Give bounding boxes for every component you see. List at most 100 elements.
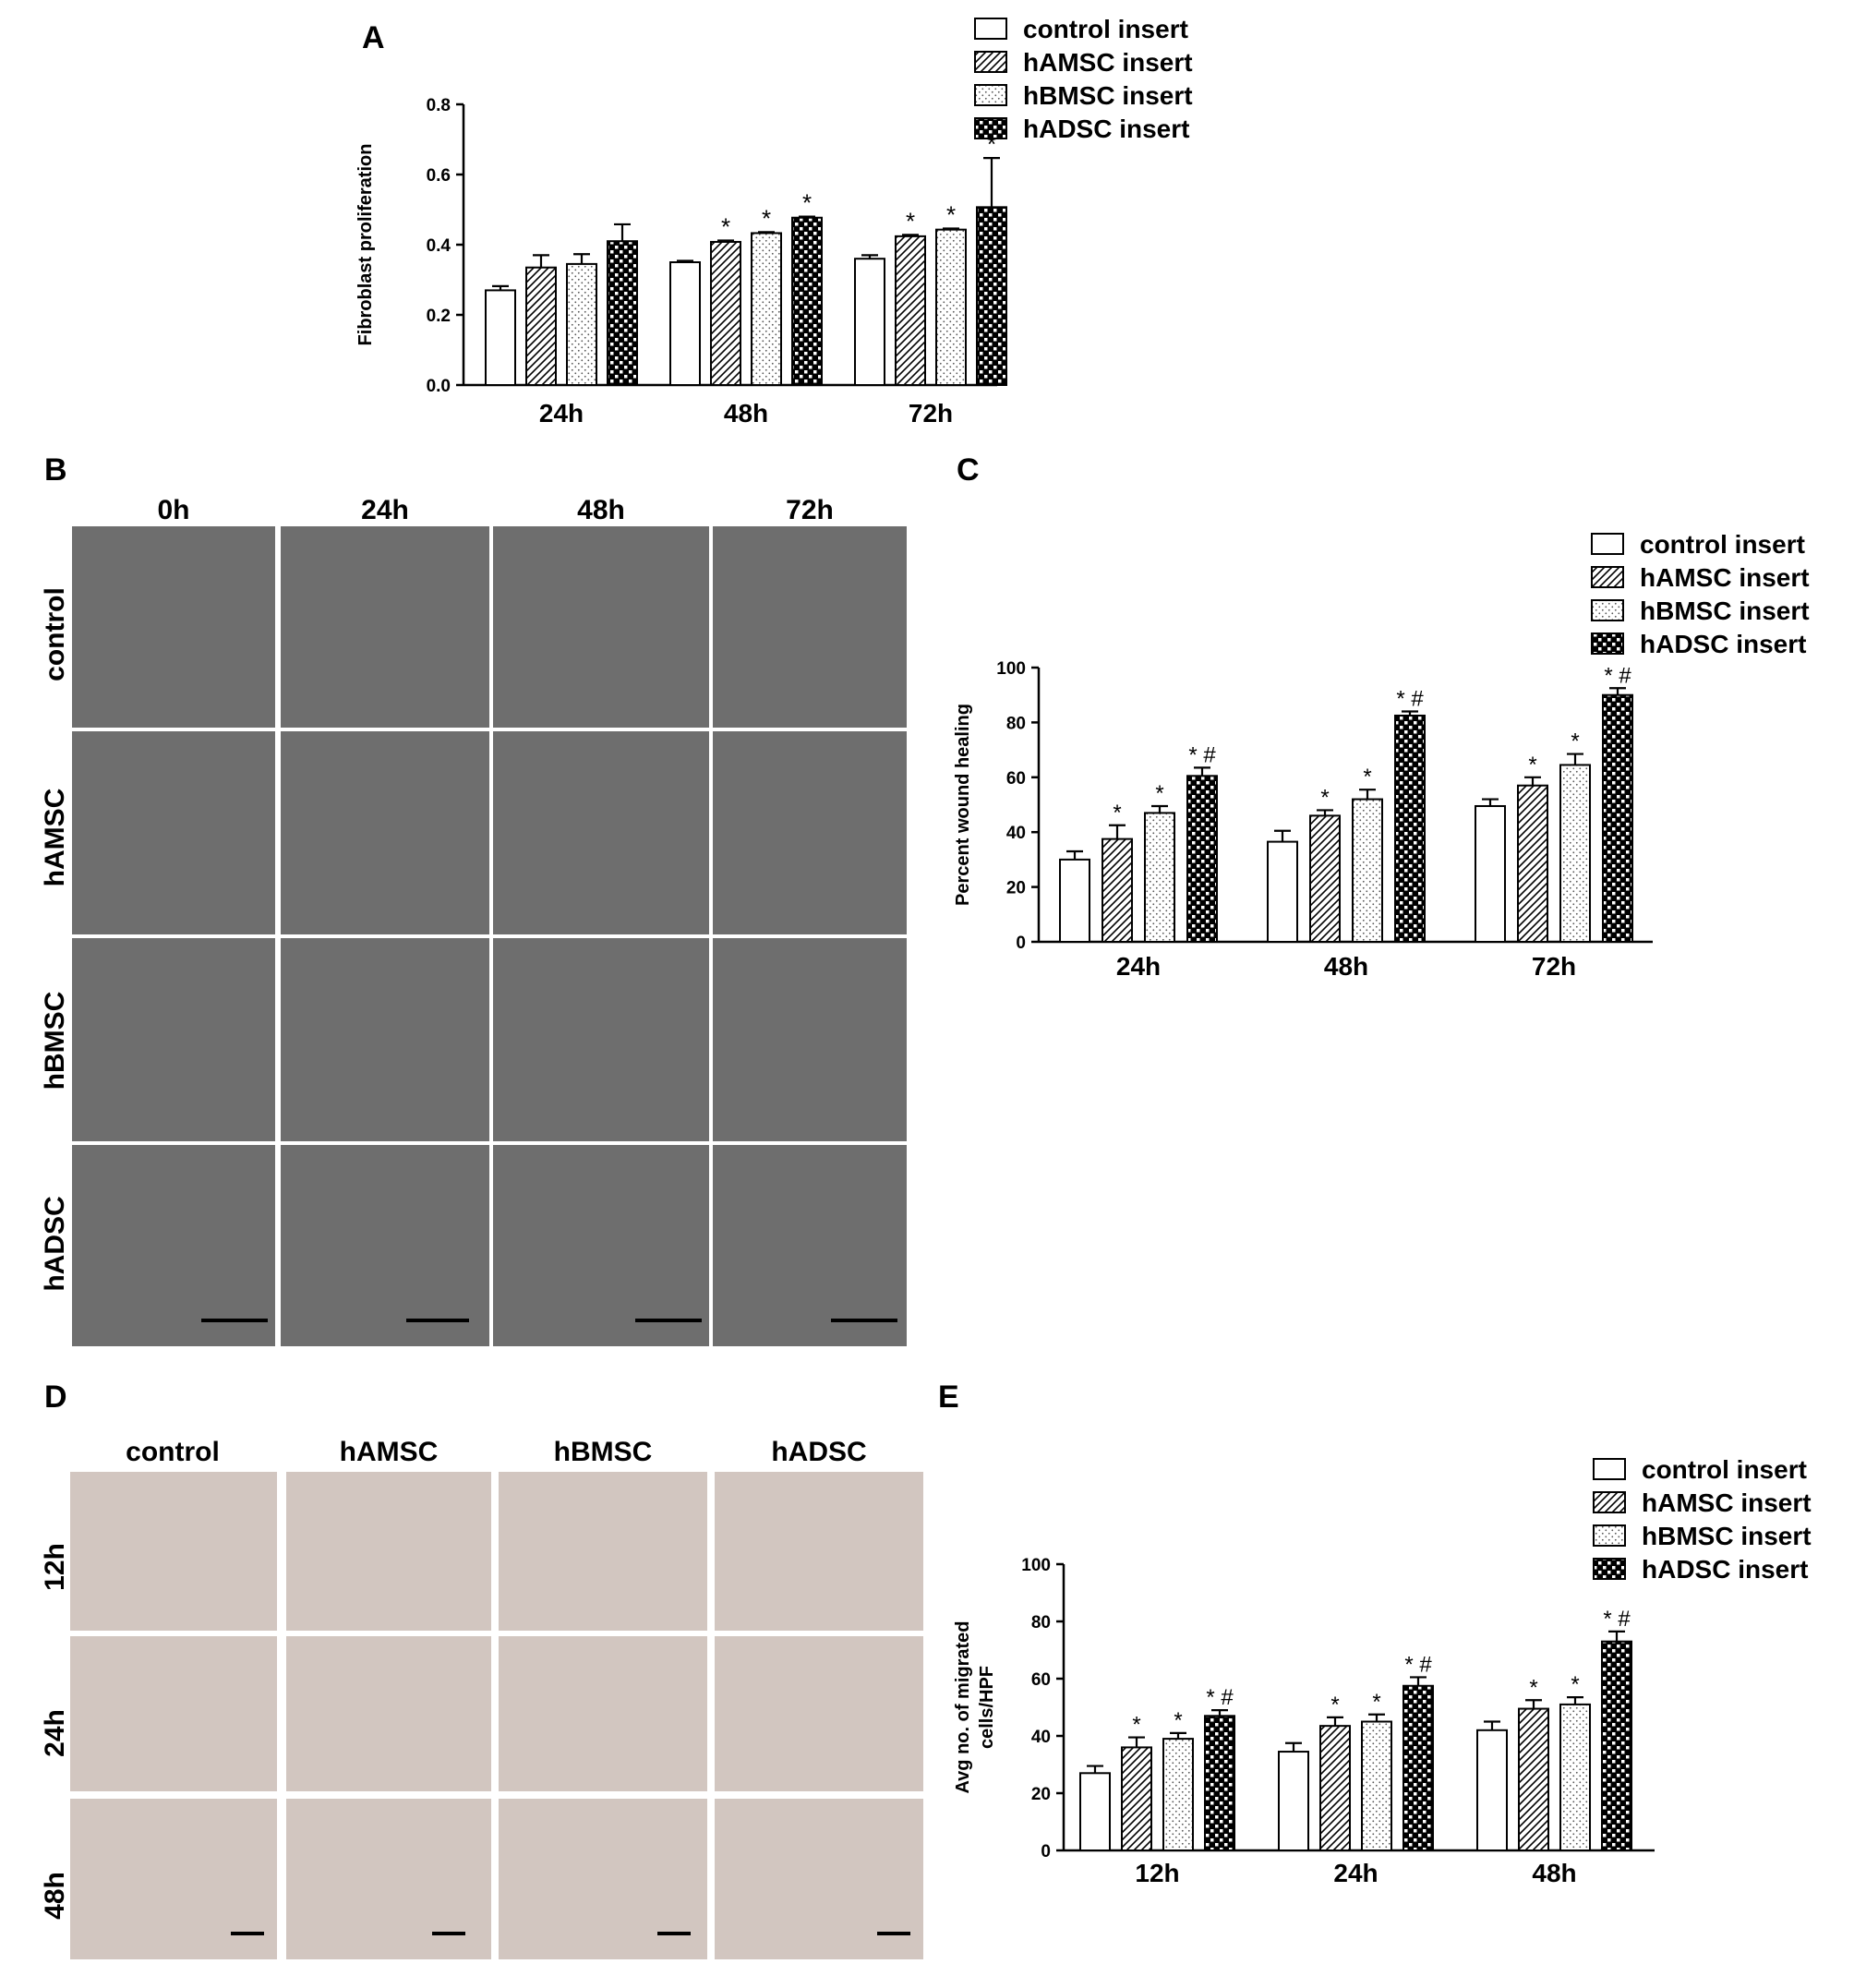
row-header-d-12h: 12h [40, 1543, 70, 1591]
scale-bar [231, 1932, 264, 1935]
transwell-image [286, 1472, 491, 1631]
y-tick-label: 0 [1041, 1842, 1051, 1861]
y-tick-label: 0.4 [427, 236, 451, 256]
y-tick-label: 0.8 [427, 96, 451, 115]
transwell-image [715, 1799, 923, 1959]
significance-mark: * # [1604, 663, 1631, 688]
scratch-assay-image [713, 1145, 907, 1346]
legend-label: control insert [1640, 530, 1805, 559]
bar-hBMSC-24h [1361, 1720, 1392, 1851]
bar-control-24h [1278, 1751, 1309, 1851]
y-tick-label: 0.6 [427, 166, 451, 186]
y-tick-label: 60 [1031, 1670, 1051, 1690]
bar-hAMSC-48h [710, 240, 741, 386]
scratch-assay-image [493, 731, 709, 934]
bar-control-24h [1059, 858, 1090, 943]
bar-control-72h [854, 258, 885, 387]
bar-hAMSC-24h [525, 266, 557, 387]
legend-swatch [1593, 1458, 1626, 1480]
legend-label: control insert [1023, 15, 1188, 43]
scale-bar [635, 1319, 702, 1322]
scratch-assay-image [493, 938, 709, 1141]
bar-control-48h [1267, 840, 1298, 943]
row-header-d-48h: 48h [40, 1872, 70, 1920]
legend-swatch [974, 51, 1007, 73]
significance-mark: * # [1404, 1652, 1432, 1677]
legend-label: hAMSC insert [1642, 1488, 1812, 1517]
col-header-d-hbmsc: hBMSC [553, 1437, 653, 1467]
significance-mark: * [987, 130, 996, 158]
bar-hAMSC-48h [1309, 814, 1341, 943]
row-header-b-hamsc: hAMSC [40, 788, 70, 887]
x-tick-label: 24h [539, 399, 584, 428]
col-header-d-control: control [126, 1437, 220, 1467]
transwell-image [499, 1636, 707, 1791]
col-header-b-0h: 0h [157, 495, 190, 525]
scale-bar [406, 1319, 469, 1322]
x-tick-label: 72h [909, 399, 953, 428]
significance-mark: * [1571, 729, 1579, 754]
bar-hADSC-72h [1602, 693, 1633, 943]
y-tick-label: 60 [1006, 769, 1026, 789]
transwell-image [70, 1799, 277, 1959]
x-tick-label: 48h [1324, 952, 1368, 981]
col-header-d-hadsc: hADSC [771, 1437, 867, 1467]
bar-hAMSC-72h [895, 235, 926, 386]
row-header-b-hbmsc: hBMSC [40, 991, 70, 1090]
legend-label: hADSC insert [1642, 1555, 1808, 1584]
row-header-b-control: control [40, 587, 70, 681]
significance-mark: * [1330, 1693, 1339, 1717]
panel-label-c: C [957, 452, 980, 488]
y-axis-title: cells/HPF [977, 1666, 997, 1749]
y-tick-label: 40 [1031, 1728, 1051, 1747]
bar-hAMSC-24h [1319, 1725, 1351, 1851]
bar-hADSC-48h [1601, 1640, 1632, 1851]
scratch-assay-image [493, 526, 709, 728]
bar-hADSC-24h [607, 240, 638, 387]
significance-mark: * [721, 212, 730, 240]
significance-mark: * # [1396, 687, 1424, 712]
bar-hADSC-72h [976, 206, 1007, 386]
scratch-assay-image [713, 526, 907, 728]
significance-mark: * [1571, 1672, 1579, 1697]
legend-swatch [1591, 633, 1624, 655]
scale-bar [831, 1319, 897, 1322]
x-tick-label: 12h [1135, 1859, 1179, 1887]
scratch-assay-image [72, 938, 275, 1141]
chart-e: 0 20 40 60 80 100 Avg no. of migrated cells/HPF… [953, 1455, 1812, 1887]
scratch-assay-image [281, 731, 489, 934]
bar-hAMSC-72h [1517, 784, 1548, 943]
bar-hADSC-12h [1204, 1715, 1235, 1851]
bar-control-12h [1079, 1772, 1111, 1851]
chart-a: 0.0 0.2 0.4 0.6 0.8 Fibroblast proliferation 2… [355, 15, 1193, 428]
scratch-assay-image [713, 731, 907, 934]
y-tick-label: 0.0 [427, 377, 451, 396]
y-axis-title: Fibroblast proliferation [355, 144, 376, 346]
scale-bar [657, 1932, 691, 1935]
transwell-image [286, 1636, 491, 1791]
transwell-image [499, 1472, 707, 1631]
bar-hAMSC-12h [1121, 1746, 1152, 1851]
scratch-assay-image [281, 526, 489, 728]
x-tick-label: 24h [1116, 952, 1161, 981]
legend-label: hAMSC insert [1640, 563, 1810, 592]
legend-swatch [1593, 1491, 1626, 1513]
significance-mark: * [1320, 785, 1329, 810]
legend-swatch [974, 18, 1007, 40]
legend-label: hBMSC insert [1642, 1522, 1812, 1550]
x-tick-label: 48h [1532, 1859, 1576, 1887]
bar-control-48h [669, 261, 701, 386]
significance-mark: * # [1206, 1685, 1234, 1710]
panel-label-e: E [938, 1380, 959, 1415]
legend-swatch [1591, 533, 1624, 555]
bar-hADSC-24h [1403, 1684, 1434, 1851]
legend-label: hBMSC insert [1640, 596, 1810, 625]
scratch-assay-image [72, 1145, 275, 1346]
x-tick-label: 24h [1333, 1859, 1378, 1887]
legend-label: hADSC insert [1640, 630, 1806, 658]
significance-mark: * # [1603, 1607, 1631, 1632]
transwell-image [286, 1799, 491, 1959]
transwell-image [70, 1472, 277, 1631]
y-tick-label: 40 [1006, 824, 1026, 843]
scale-bar [877, 1932, 910, 1935]
